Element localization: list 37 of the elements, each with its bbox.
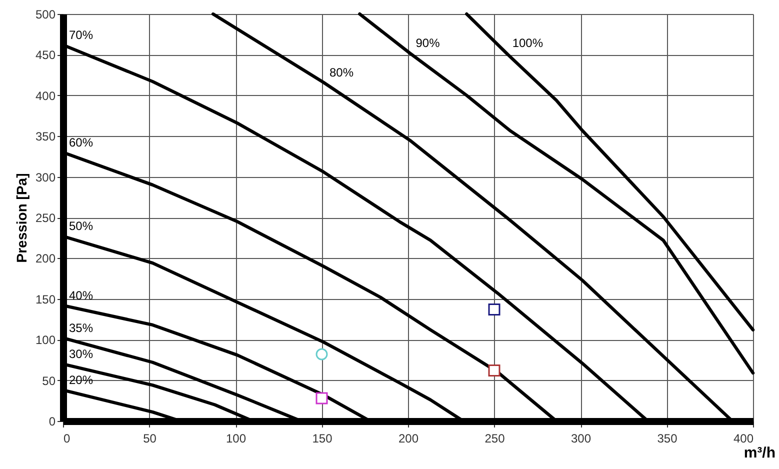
- series-label: 70%: [69, 28, 94, 42]
- y-tick-label: 300: [35, 170, 56, 184]
- x-tick-label: 300: [570, 432, 592, 446]
- point: [316, 392, 328, 404]
- line-series: [465, 12, 755, 332]
- series-label: 40%: [69, 288, 94, 302]
- y-tick-label: 0: [48, 414, 56, 428]
- series-label: 30%: [69, 347, 94, 362]
- x-tick-label: 350: [657, 432, 678, 446]
- y-tick-label: 150: [35, 292, 56, 306]
- line-series: [358, 12, 755, 375]
- y-tick-label: 400: [35, 88, 56, 103]
- series-label: 35%: [69, 320, 94, 335]
- x-tick-label: 200: [398, 432, 419, 446]
- series-label: 80%: [329, 65, 354, 80]
- x-tick-label: 400: [733, 432, 754, 446]
- point: [316, 348, 328, 360]
- y-tick-label: 100: [35, 333, 56, 348]
- y-tick-label: 50: [42, 374, 56, 388]
- x-tick-label: 50: [143, 432, 157, 446]
- series-label: 60%: [69, 135, 94, 150]
- series-label: 90%: [416, 36, 440, 50]
- y-tick-label: 250: [35, 211, 56, 225]
- series-label: 100%: [512, 36, 544, 50]
- y-tick-label: 350: [35, 130, 56, 144]
- point: [488, 364, 500, 377]
- x-axis-title: m³/h: [744, 444, 776, 462]
- series-label: 50%: [69, 219, 94, 234]
- x-tick-label: 0: [64, 432, 70, 446]
- y-axis-title: Pression [Pa]: [13, 173, 30, 263]
- x-tick-label: 100: [226, 432, 246, 446]
- y-tick-label: 500: [35, 8, 56, 22]
- x-tick-label: 250: [484, 432, 506, 446]
- x-tick-label: 150: [312, 432, 333, 446]
- point: [488, 303, 500, 316]
- y-tick-label: 200: [35, 252, 56, 266]
- y-tick-label: 450: [35, 48, 56, 62]
